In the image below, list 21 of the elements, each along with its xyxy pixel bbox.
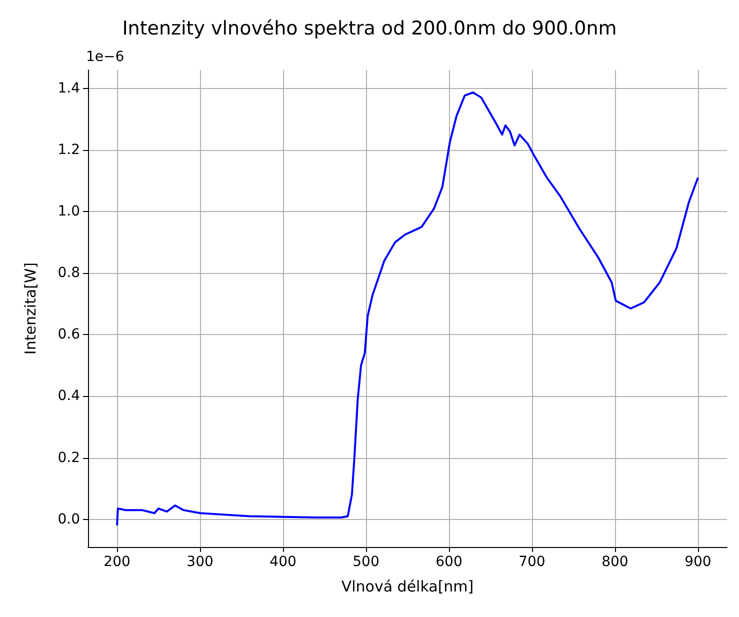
chart-title: Intenzity vlnového spektra od 200.0nm do 900.0nm xyxy=(122,18,617,40)
x-tick-label: 200 xyxy=(104,554,130,570)
x-tick-label: 500 xyxy=(352,554,380,570)
y-axis-title: Intenzita[W] xyxy=(22,262,40,355)
y-tick-label: 0.4 xyxy=(58,388,80,404)
text: 1e−6 xyxy=(86,49,124,65)
x-tick-label: 900 xyxy=(684,554,712,570)
x-tick-label: 300 xyxy=(186,554,214,570)
x-tick-label: 800 xyxy=(602,554,628,570)
y-tick-label: 0.2 xyxy=(58,450,80,466)
x-tick-label: 400 xyxy=(270,554,296,570)
x-tick-label: 700 xyxy=(518,554,546,570)
y-tick-label: 0.0 xyxy=(58,511,80,528)
x-axis-title: Vlnová délka[nm] xyxy=(341,578,474,596)
y-tick-label: 0.6 xyxy=(58,326,80,343)
y-tick-label: 1.0 xyxy=(58,204,80,220)
line-series xyxy=(116,91,699,526)
x-tick-label: 600 xyxy=(436,554,462,570)
y-tick-label: 0.8 xyxy=(58,265,80,282)
y-tick-label: 1.4 xyxy=(58,80,80,96)
y-tick-label: 1.2 xyxy=(58,142,80,158)
